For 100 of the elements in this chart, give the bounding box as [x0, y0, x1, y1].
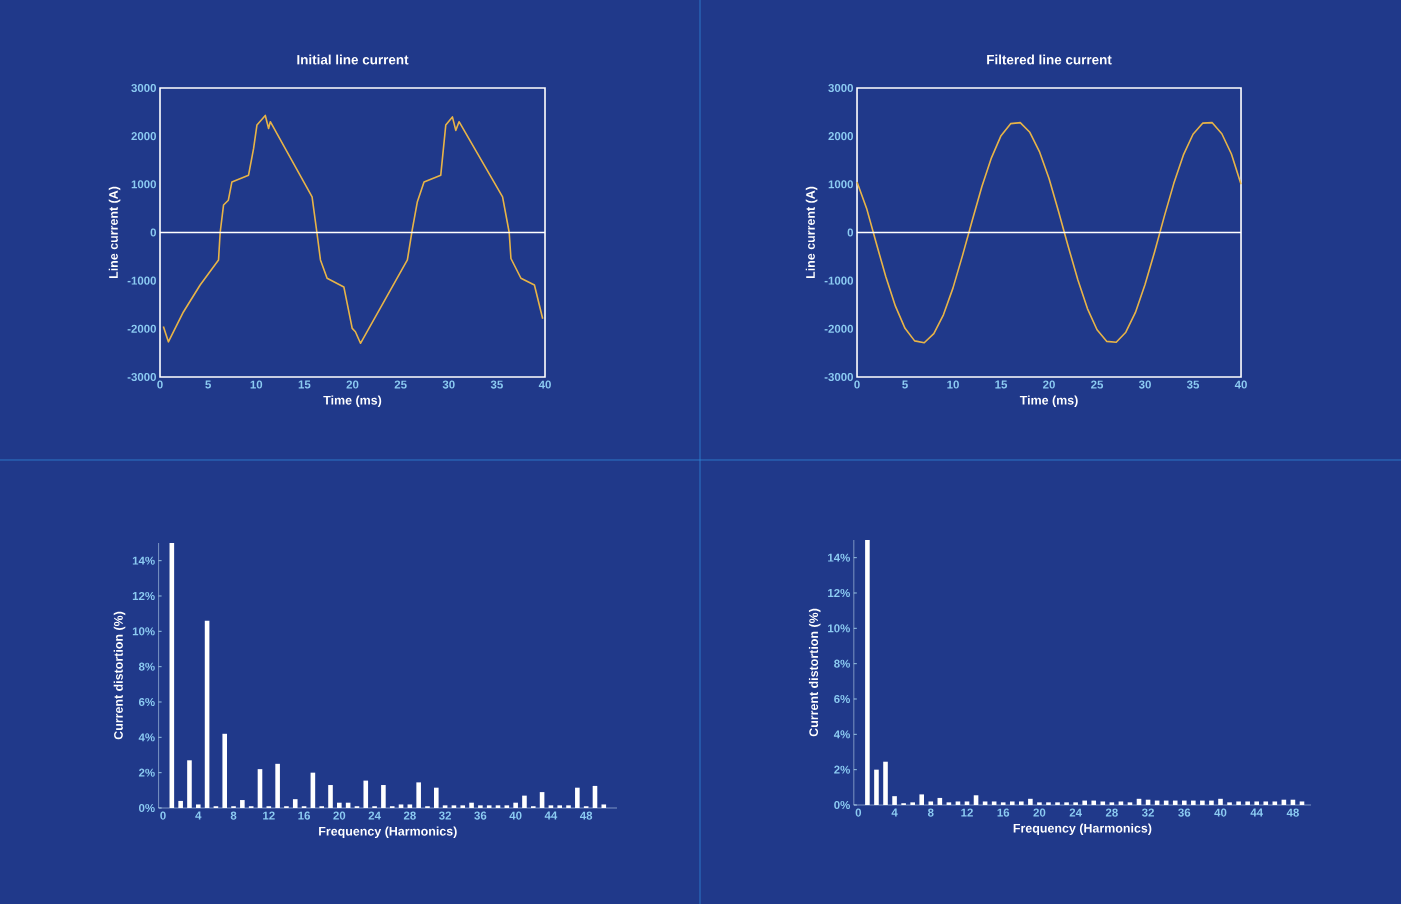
x-tick-label: 5 — [902, 380, 908, 389]
bar — [328, 785, 333, 808]
y-tick-label: 6% — [834, 694, 850, 704]
x-tick-label: 0 — [160, 811, 166, 820]
bar — [1091, 800, 1097, 805]
bar — [275, 763, 280, 808]
bar — [955, 801, 961, 805]
bar — [1263, 801, 1269, 805]
bar — [1236, 801, 1241, 805]
y-tick-label: 12% — [828, 588, 850, 598]
y-tick-label: -1000 — [824, 276, 854, 285]
bar — [865, 539, 870, 805]
x-tick-label: 16 — [298, 811, 311, 820]
bar — [1046, 802, 1051, 805]
bar — [398, 804, 404, 808]
y-tick-label: 2% — [834, 765, 850, 774]
x-tick-label: 0 — [854, 380, 860, 389]
y-axis-title: Current distortion (%) — [808, 608, 821, 737]
bar — [964, 801, 970, 805]
x-tick-label: 28 — [403, 811, 416, 820]
bar — [1000, 802, 1006, 805]
y-axis-title: Current distortion (%) — [113, 611, 126, 740]
y-tick-label: 2000 — [828, 132, 854, 141]
y-tick-label: -3000 — [824, 372, 854, 382]
bar — [1200, 800, 1205, 805]
x-tick-label: 24 — [368, 811, 381, 820]
x-tick-label: 24 — [1069, 808, 1082, 817]
x-tick-label: 0 — [855, 808, 862, 817]
x-tick-label: 20 — [333, 811, 346, 820]
bar — [1299, 801, 1305, 805]
y-tick-label: 0 — [150, 228, 157, 237]
bar — [946, 802, 952, 805]
bar — [566, 805, 571, 808]
bar — [892, 796, 897, 805]
bar — [486, 805, 492, 808]
x-tick-label: 20 — [1033, 808, 1046, 817]
bar — [575, 787, 580, 808]
x-tick-label: 5 — [205, 380, 211, 389]
bar — [407, 804, 413, 808]
bar — [363, 780, 369, 808]
bar — [548, 805, 554, 808]
y-tick-label: 4% — [833, 730, 850, 739]
y-tick-label: 2% — [138, 768, 155, 777]
y-axis-title: Line current (A) — [805, 186, 818, 279]
x-tick-label: 30 — [442, 380, 455, 389]
x-tick-label: 4 — [195, 811, 202, 820]
bar — [240, 800, 245, 808]
y-tick-label: 8% — [834, 659, 850, 668]
bar — [1254, 801, 1260, 805]
y-tick-label: -2000 — [127, 324, 157, 333]
bar — [1191, 800, 1196, 805]
line-series — [162, 114, 544, 345]
bar — [522, 795, 527, 808]
bar — [991, 801, 997, 805]
bar — [910, 802, 915, 805]
x-tick-label: 40 — [1214, 808, 1227, 817]
bar — [469, 802, 474, 808]
y-tick-label: 2000 — [131, 132, 157, 141]
x-axis-title: Frequency (Harmonics) — [319, 826, 457, 839]
bar — [451, 805, 457, 808]
bar — [928, 801, 934, 805]
y-tick-label: 10% — [132, 627, 155, 636]
x-tick-label: 16 — [997, 808, 1010, 817]
x-tick-label: 8 — [927, 808, 934, 817]
x-tick-label: 12 — [961, 808, 973, 817]
chart-title: Filtered line current — [987, 54, 1112, 65]
bar — [1073, 802, 1078, 805]
bar — [1209, 800, 1214, 805]
bar — [1100, 801, 1106, 805]
chart-title: Initial line current — [297, 54, 409, 65]
bar — [442, 805, 448, 808]
bar — [1009, 801, 1015, 805]
bar — [292, 799, 298, 808]
y-tick-label: 4% — [138, 733, 155, 742]
x-tick-label: 15 — [995, 380, 1008, 389]
y-tick-label: 12% — [132, 591, 155, 601]
y-axis-title: Line current (A) — [108, 186, 121, 279]
y-tick-label: -2000 — [824, 324, 854, 333]
bar — [434, 787, 439, 808]
x-tick-label: 35 — [490, 380, 503, 389]
bar — [416, 782, 421, 808]
x-tick-label: 25 — [394, 380, 407, 389]
bar — [1109, 802, 1115, 805]
bar — [1172, 800, 1178, 805]
bar — [504, 805, 510, 808]
bar — [1082, 800, 1087, 805]
bar — [982, 801, 988, 805]
bar — [557, 805, 563, 808]
bar — [178, 800, 183, 808]
x-tick-label: 8 — [230, 811, 237, 820]
y-tick-label: 3000 — [828, 83, 854, 93]
x-axis-title: Time (ms) — [323, 395, 382, 408]
x-tick-label: 25 — [1091, 380, 1104, 389]
bar — [1272, 801, 1278, 805]
bar — [1181, 800, 1187, 805]
x-tick-label: 44 — [1250, 808, 1264, 817]
x-tick-label: 36 — [1178, 808, 1191, 817]
y-tick-label: 1000 — [131, 180, 157, 189]
bar — [1118, 801, 1124, 805]
x-tick-label: 35 — [1186, 380, 1200, 389]
